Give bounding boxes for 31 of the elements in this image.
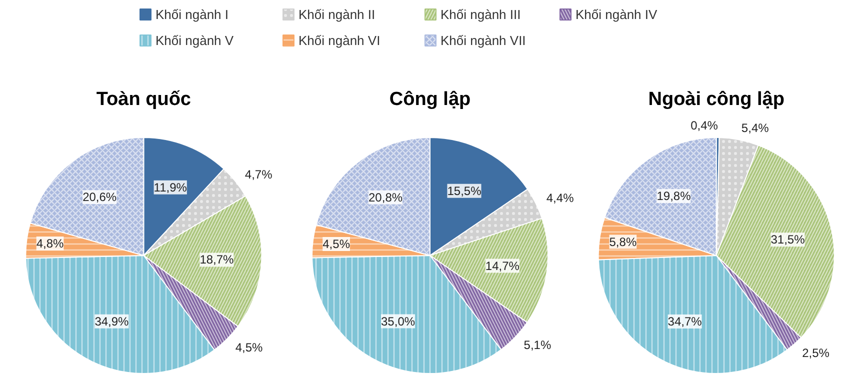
data-label: 2,5% [802, 346, 830, 360]
legend-label: Khối ngành II [298, 7, 376, 22]
data-label: 35,0% [381, 314, 416, 328]
data-label: 4,5% [322, 236, 350, 251]
legend-label: Khối ngành VII [440, 33, 526, 48]
text: Toàn quốc [96, 89, 192, 110]
data-label: 11,9% [154, 180, 188, 194]
legend-label: Khối ngành V [156, 33, 234, 48]
data-label: 34,7% [668, 314, 702, 329]
data-label: 19,8% [656, 189, 692, 204]
data-label: 4,4% [546, 191, 574, 206]
data-label: 5,1% [524, 338, 552, 352]
chart-title: Công lập [389, 89, 471, 110]
legend-label: Khối ngành VI [298, 33, 380, 48]
chart-title: Ngoài công lập [648, 89, 784, 110]
data-label: 18,7% [200, 252, 234, 267]
data-label: 4,5% [235, 340, 264, 354]
data-label: 14,7% [485, 258, 520, 273]
legend-label: Khối ngành I [156, 7, 229, 22]
data-label: 20,8% [368, 190, 403, 204]
data-label: 5,4% [741, 121, 770, 136]
data-label: 0,4% [690, 118, 718, 133]
data-label: 5,8% [609, 234, 637, 249]
data-label: 34,9% [94, 314, 130, 328]
data-label: 4,8% [36, 236, 64, 251]
legend-label: Khối ngành IV [576, 7, 658, 22]
data-label: 31,5% [770, 232, 806, 247]
data-label: 15,5% [447, 184, 482, 198]
data-label: 20,6% [82, 190, 117, 204]
legend-label: Khối ngành III [440, 7, 521, 22]
data-label: 4,7% [244, 167, 273, 182]
